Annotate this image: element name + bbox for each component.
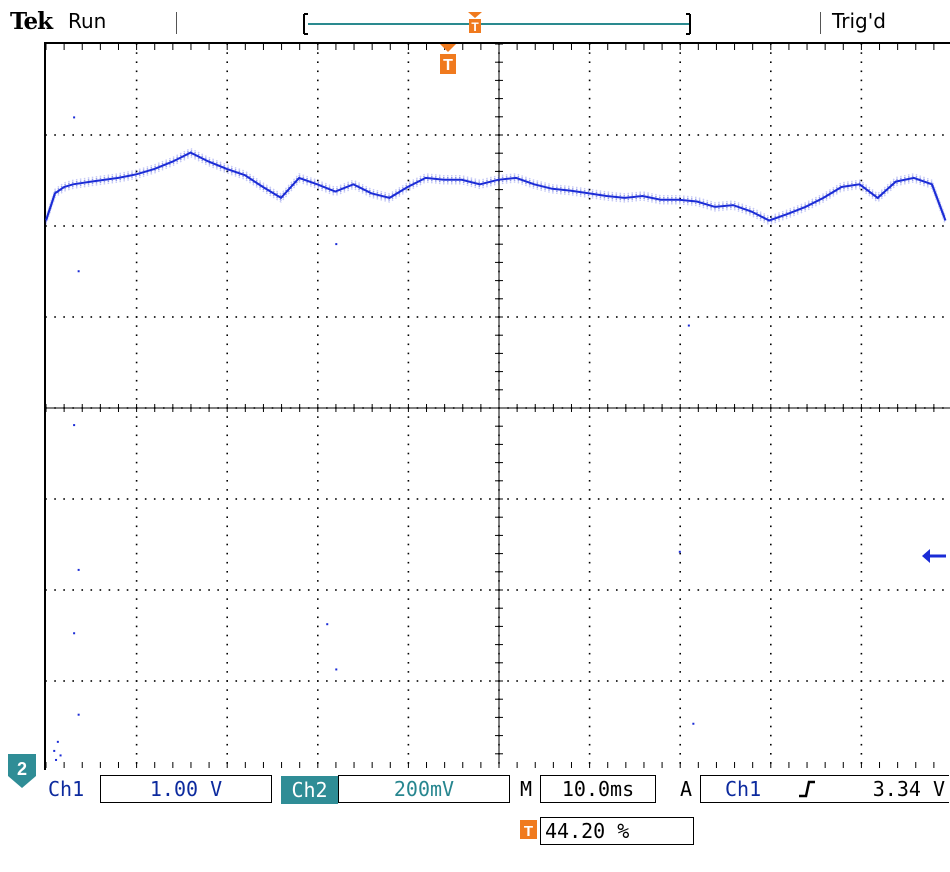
header-divider — [176, 12, 177, 34]
trace-sample-dot — [335, 243, 338, 246]
svg-text:T: T — [471, 20, 479, 34]
acquisition-status: Run — [68, 9, 107, 33]
ch2-ground-marker-icon[interactable]: 2 — [6, 752, 42, 792]
graticule — [45, 43, 950, 768]
trace-sample-dot — [56, 740, 59, 743]
trace-sample-dot — [77, 270, 80, 273]
ch2-waveform-trace — [45, 116, 947, 761]
trigger-time-marker-icon: T — [440, 44, 456, 74]
trace-sample-dot — [678, 550, 681, 553]
brand-logo: Tek — [10, 8, 53, 35]
trace-sample-dot — [59, 754, 62, 757]
trace-sample-dot — [326, 623, 329, 626]
trigger-source: Ch1 — [725, 777, 762, 801]
trace-sample-dot — [55, 758, 58, 761]
trace-sample-dot — [77, 568, 80, 571]
rising-edge-icon — [797, 776, 817, 808]
trigger-position-marker-icon: T — [468, 12, 482, 34]
trigger-level-arrow-icon — [922, 549, 946, 563]
trace-series-line — [45, 151, 947, 222]
ch2-scale-readout[interactable]: 200mV — [338, 775, 510, 803]
trace-sample-dot — [73, 424, 76, 427]
record-position-bar[interactable]: T — [300, 10, 700, 40]
trace-sample-dot — [692, 722, 695, 725]
ch2-marker-label: 2 — [17, 759, 27, 779]
trigger-readout[interactable]: Ch1 3.34 V — [700, 775, 949, 803]
trigger-level: 3.34 V — [872, 777, 945, 801]
trace-sample-dot — [335, 668, 338, 671]
header-divider — [820, 12, 821, 34]
svg-text:T: T — [524, 823, 533, 840]
trace-sample-dot — [687, 324, 690, 327]
trace-sample-dot — [73, 116, 76, 119]
trigger-position-readout[interactable]: 44.20 % — [540, 817, 694, 845]
timebase-prefix: M — [520, 777, 533, 801]
ch1-scale-readout[interactable]: 1.00 V — [100, 775, 272, 803]
waveform-display[interactable]: T — [44, 42, 950, 770]
timebase-readout[interactable]: 10.0ms — [540, 775, 656, 803]
trigger-mode-label: A — [680, 777, 693, 801]
trigger-position-icon: T — [520, 820, 537, 840]
trace-sample-dot — [53, 749, 56, 752]
trigger-status: Trig'd — [832, 9, 886, 33]
trace-sample-dot — [77, 713, 80, 716]
ch1-label[interactable]: Ch1 — [48, 777, 85, 801]
trace-sample-dot — [73, 632, 76, 635]
ch2-label[interactable]: Ch2 — [281, 776, 338, 804]
svg-text:T: T — [443, 57, 453, 74]
